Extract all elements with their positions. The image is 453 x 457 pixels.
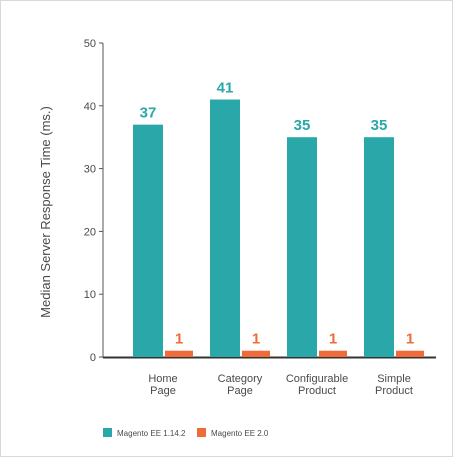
x-tick-label: Simple <box>377 373 411 385</box>
x-tick-label: Category <box>218 373 263 385</box>
bar-ee114 <box>133 124 163 357</box>
x-tick-label: Page <box>150 385 176 397</box>
data-label: 1 <box>252 331 260 348</box>
data-label: 35 <box>371 117 388 134</box>
labels: 371HomePage411CategoryPage351Configurabl… <box>140 80 415 397</box>
bar-ee20 <box>396 350 424 357</box>
bars <box>133 99 424 358</box>
y-tick-label: 40 <box>84 101 96 113</box>
data-label: 41 <box>217 80 234 97</box>
legend-label: Magento EE 1.14.2 <box>117 429 186 438</box>
x-tick-label: Page <box>227 385 253 397</box>
bar-ee20 <box>319 350 347 357</box>
bar-ee20 <box>242 350 270 357</box>
y-axis-title: Median Server Response Time (ms.) <box>38 106 53 318</box>
y-tick-label: 10 <box>84 289 96 301</box>
axes: 0 10 20 30 40 50 Median Server Response Time (… <box>38 38 436 364</box>
bar-ee114 <box>210 99 240 358</box>
x-tick-label: Configurable <box>286 373 348 385</box>
x-tick-label: Product <box>298 385 336 397</box>
y-tick-label: 0 <box>90 352 96 364</box>
y-tick-label: 50 <box>84 38 96 50</box>
y-tick-label: 20 <box>84 226 96 238</box>
legend-swatch <box>197 428 206 437</box>
bar-ee114 <box>364 137 394 357</box>
legend: Magento EE 1.14.2 Magento EE 2.0 <box>103 428 269 438</box>
data-label: 37 <box>140 105 157 122</box>
data-label: 1 <box>406 331 414 348</box>
bar-ee20 <box>165 350 193 357</box>
data-label: 1 <box>175 331 183 348</box>
x-tick-label: Home <box>148 373 177 385</box>
data-label: 1 <box>329 331 337 348</box>
x-tick-label: Product <box>375 385 413 397</box>
legend-label: Magento EE 2.0 <box>211 429 269 438</box>
legend-swatch <box>103 428 112 437</box>
y-tick-label: 30 <box>84 164 96 176</box>
data-label: 35 <box>294 117 311 134</box>
bar-ee114 <box>287 137 317 357</box>
